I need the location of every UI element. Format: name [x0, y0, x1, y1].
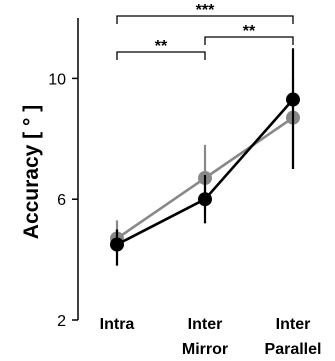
- x-axis-category-labels: Intra Inter Mirror Inter Parallel: [100, 316, 322, 358]
- significance-bracket: [204, 36, 294, 45]
- series-1: [110, 78, 300, 251]
- series-layer: [110, 48, 300, 266]
- y-axis-ticks: 2 6 10: [48, 71, 78, 330]
- significance-brackets: *******: [116, 2, 294, 60]
- x-category-label: Inter: [276, 316, 311, 333]
- y-tick-label: 10: [48, 71, 66, 88]
- significance-bracket: [116, 51, 206, 60]
- y-tick-label: 2: [57, 313, 66, 330]
- x-category-label: Parallel: [265, 341, 322, 358]
- significance-label: **: [155, 38, 168, 55]
- y-axis-label: Accuracy [ ° ]: [20, 105, 43, 239]
- x-category-label: Intra: [100, 316, 135, 333]
- y-tick-label: 6: [57, 192, 66, 209]
- data-point: [198, 192, 212, 207]
- x-category-label: Inter: [188, 316, 223, 333]
- significance-bracket: [116, 15, 294, 24]
- data-point: [110, 237, 124, 252]
- data-point: [286, 92, 300, 107]
- series-0: [110, 48, 300, 266]
- significance-label: ***: [196, 2, 215, 19]
- x-category-label: Mirror: [182, 341, 228, 358]
- significance-label: **: [243, 23, 256, 40]
